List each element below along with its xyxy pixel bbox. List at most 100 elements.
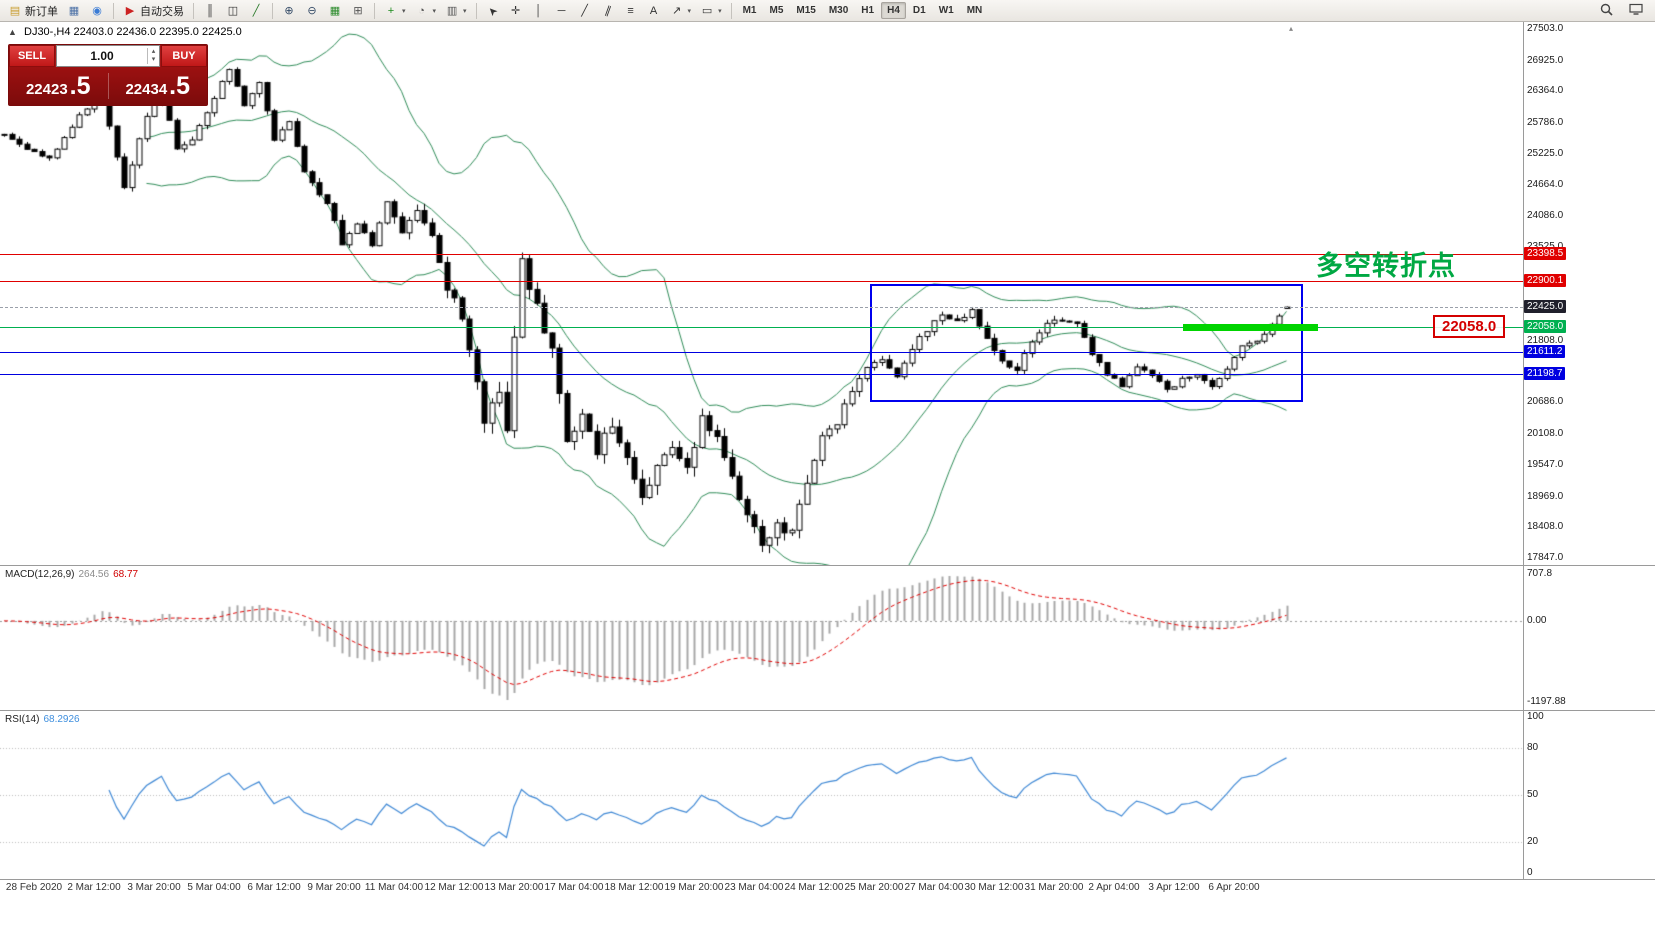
price-level-label: 23398.5 — [1524, 246, 1567, 260]
price-callout-label[interactable]: 22058.0 — [1433, 315, 1506, 338]
fibonacci-button[interactable]: ≡ — [620, 2, 642, 20]
rsi-label-text: RSI(14) — [5, 714, 40, 725]
crosshair-icon: ✛ — [510, 4, 521, 17]
timeframe-mn-button[interactable]: MN — [966, 5, 983, 16]
crosshair-button[interactable]: ✛ — [505, 2, 527, 20]
macd-main-value: 264.56 — [78, 569, 110, 580]
autotrading-icon: ▶ — [125, 4, 135, 17]
indicators-dropdown-arrow[interactable]: ▾ — [402, 7, 406, 15]
chart-window-button[interactable]: ▦ — [63, 2, 85, 20]
time-axis[interactable]: 28 Feb 2020 2 Mar 12:00 3 Mar 20:00 5 Mar 0… — [0, 880, 1655, 896]
profiles-button[interactable]: ◉ — [86, 2, 108, 20]
tile-windows-button[interactable]: ⊞ — [347, 2, 369, 20]
price-chart-canvas[interactable] — [0, 22, 1523, 565]
bar-chart-type-button[interactable]: ║ — [199, 2, 221, 20]
shapes-button[interactable]: ▭ ▾ — [696, 2, 726, 20]
zoom-out-button[interactable]: ⊖ — [301, 2, 323, 20]
price-axis-tick: 25786.0 — [1527, 117, 1564, 129]
candlestick-type-button[interactable]: ◫ — [222, 2, 244, 20]
rectangle-object[interactable] — [870, 284, 1303, 402]
search-icon — [1600, 3, 1613, 19]
indicators-icon: + — [387, 4, 395, 17]
search-button[interactable] — [1596, 2, 1617, 20]
rsi-indicator-canvas[interactable] — [0, 711, 1523, 879]
price-axis-tick: 26925.0 — [1527, 54, 1564, 66]
timeframe-m30-button[interactable]: M30 — [828, 5, 849, 16]
time-axis-label: 12 Mar 12:00 — [424, 882, 484, 893]
fibonacci-icon: ≡ — [627, 4, 634, 17]
templates-button[interactable]: ▥ ▾ — [441, 2, 471, 20]
price-level-line[interactable] — [0, 374, 1523, 375]
thick-trendline-object[interactable] — [1183, 324, 1318, 331]
toolbar-separator — [475, 2, 477, 19]
arrows-dropdown-arrow[interactable]: ▾ — [687, 7, 692, 15]
vertical-line-icon: │ — [535, 4, 542, 17]
macd-indicator-canvas[interactable] — [0, 566, 1523, 710]
price-level-line[interactable] — [0, 352, 1523, 353]
price-level-line[interactable] — [0, 307, 1523, 308]
macd-pane-separator[interactable] — [0, 565, 1655, 566]
buy-button[interactable]: BUY — [161, 45, 207, 67]
price-level-label: 21198.7 — [1524, 367, 1566, 381]
indicators-button[interactable]: + ▾ — [380, 2, 410, 20]
candlestick-type-icon: ◫ — [227, 4, 239, 17]
time-axis-label: 30 Mar 12:00 — [964, 882, 1024, 893]
volume-up-button[interactable]: ▴ — [151, 48, 156, 55]
toolbar-separator — [272, 2, 273, 19]
periods-button[interactable]: ◔ ▾ — [411, 2, 441, 20]
buy-price[interactable]: 22434 .5 — [109, 72, 208, 101]
chart-shift-marker: ▴ — [1289, 24, 1294, 33]
volume-value[interactable]: 1.00 — [90, 49, 114, 63]
shapes-dropdown-arrow[interactable]: ▾ — [718, 7, 722, 15]
monitor-icon — [1629, 3, 1643, 18]
text-button[interactable]: A — [643, 2, 665, 20]
timeframe-h1-button[interactable]: H1 — [861, 5, 875, 16]
price-level-line[interactable] — [0, 254, 1523, 255]
trade-panel-collapse-arrow[interactable]: ▲ — [8, 27, 17, 37]
autotrading-button[interactable]: ▶ 自动交易 — [119, 2, 188, 20]
grid-button[interactable]: ▦ — [324, 2, 346, 20]
macd-info-line: MACD(12,26,9) 264.56 68.77 — [5, 569, 138, 580]
rsi-pane-separator[interactable] — [0, 710, 1655, 711]
price-level-label: 22058.0 — [1524, 320, 1567, 334]
equidistant-channel-button[interactable]: ∥ — [597, 2, 619, 20]
sell-button[interactable]: SELL — [9, 45, 55, 67]
vertical-line-button[interactable]: │ — [528, 2, 550, 20]
new-order-button[interactable]: ▤ 新订单 — [4, 2, 62, 20]
time-axis-label: 31 Mar 20:00 — [1024, 882, 1084, 893]
sell-price-main: 22423 — [25, 80, 68, 98]
sell-price[interactable]: 22423 .5 — [9, 72, 108, 101]
price-axis-tick: 25225.0 — [1527, 147, 1564, 159]
timeframe-m5-button[interactable]: M5 — [769, 5, 784, 16]
trendline-button[interactable]: ╱ — [574, 2, 596, 20]
autotrading-label: 自动交易 — [140, 5, 184, 18]
time-axis-label: 3 Mar 20:00 — [127, 882, 181, 893]
cursor-button[interactable]: ➤ — [482, 2, 504, 20]
timeframe-w1-button[interactable]: W1 — [938, 5, 954, 16]
price-axis-tick: 18408.0 — [1527, 521, 1564, 533]
new-order-label: 新订单 — [25, 5, 58, 18]
timeframe-m15-button[interactable]: M15 — [796, 5, 816, 16]
timeframe-h4-button[interactable]: H4 — [881, 2, 906, 19]
zoom-in-button[interactable]: ⊕ — [278, 2, 300, 20]
price-axis-tick: 17847.0 — [1527, 552, 1564, 563]
rsi-axis-tick: 20 — [1527, 835, 1539, 847]
price-axis-separator — [1523, 22, 1524, 880]
chart-annotation-text[interactable]: 多空转折点 — [1316, 251, 1456, 281]
price-level-line[interactable] — [0, 327, 1523, 328]
volume-stepper[interactable]: 1.00 ▴ ▾ — [56, 45, 160, 67]
templates-dropdown-arrow[interactable]: ▾ — [463, 7, 467, 15]
price-level-line[interactable] — [0, 281, 1523, 282]
monitor-button[interactable] — [1625, 2, 1647, 20]
horizontal-line-button[interactable]: ─ — [551, 2, 573, 20]
periods-dropdown-arrow[interactable]: ▾ — [432, 7, 437, 15]
rsi-axis-tick: 100 — [1527, 711, 1544, 722]
timeframe-d1-button[interactable]: D1 — [912, 5, 926, 16]
timeframe-m1-button[interactable]: M1 — [742, 5, 757, 16]
arrows-button[interactable]: ↗ ▾ — [666, 2, 696, 20]
line-chart-type-button[interactable]: ╱ — [245, 2, 267, 20]
chart-window-icon: ▦ — [68, 4, 80, 17]
volume-down-button[interactable]: ▾ — [151, 56, 156, 63]
macd-axis-min: -1197.88 — [1527, 696, 1566, 707]
rsi-info-line: RSI(14) 68.2926 — [5, 714, 80, 725]
